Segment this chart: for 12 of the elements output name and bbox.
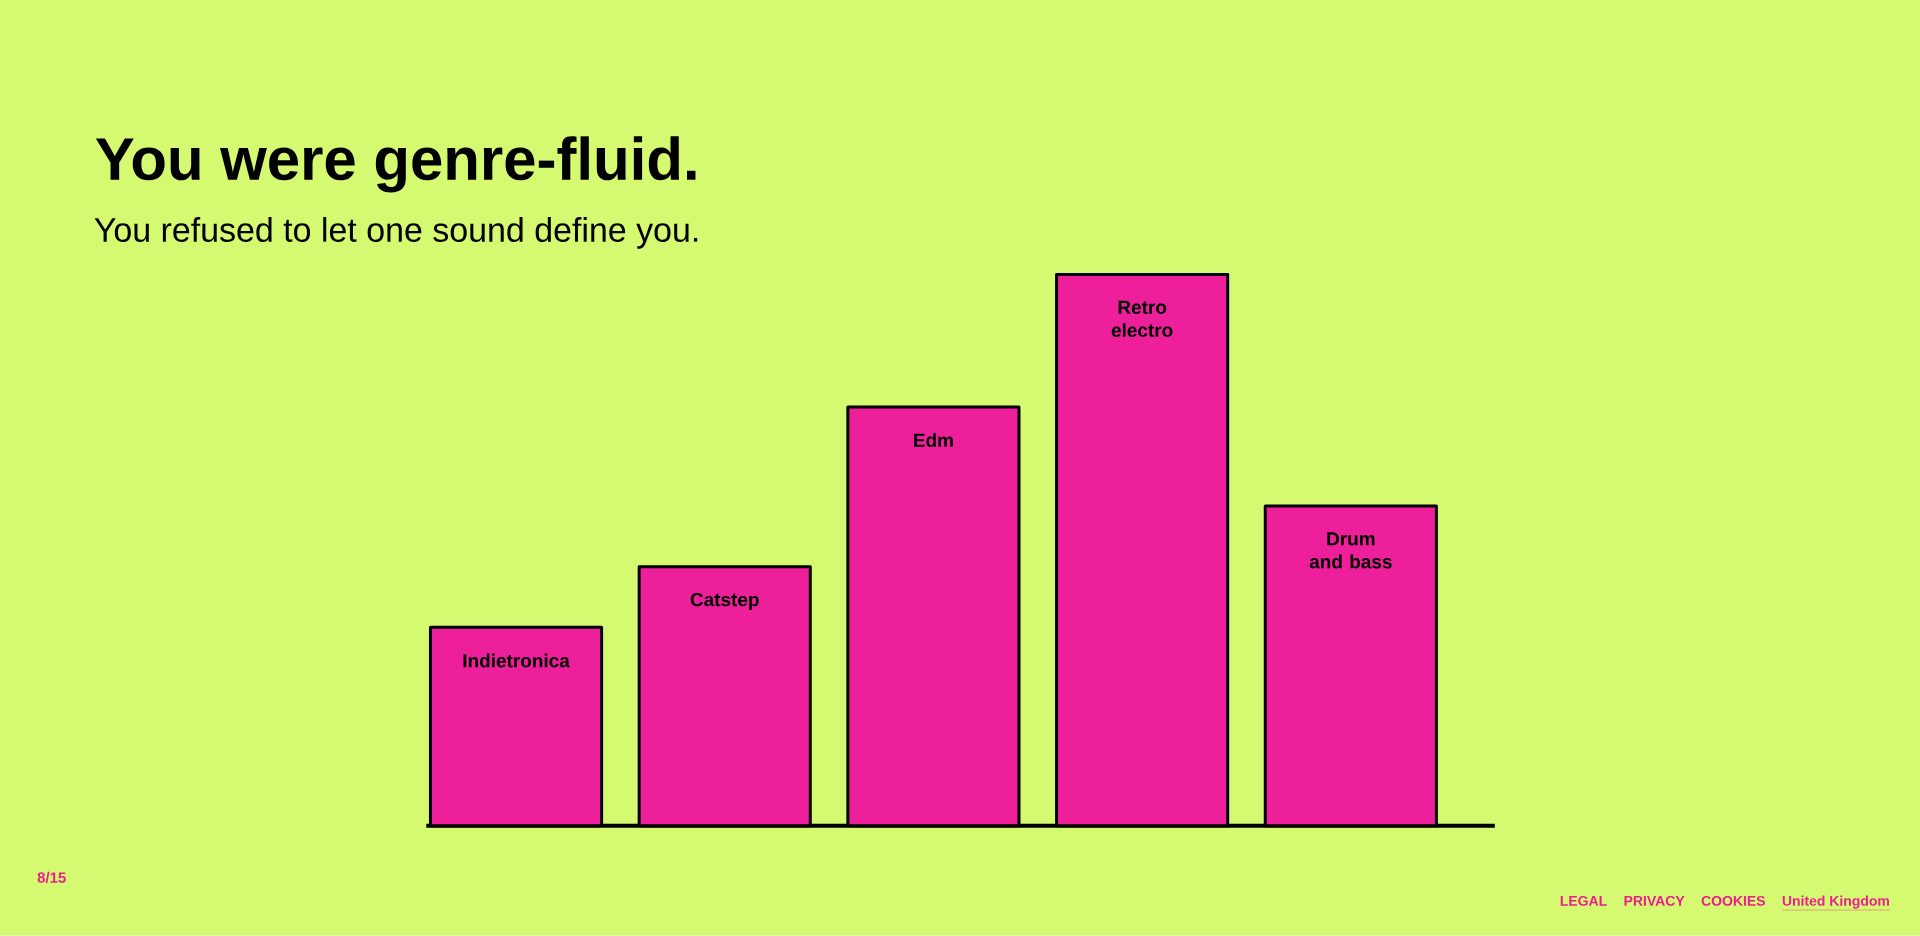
chart-subtitle: You refused to let one sound define you.: [94, 217, 698, 249]
text: COOKIES: [1701, 896, 1765, 906]
x-tick-label: Catstep: [690, 593, 759, 611]
x-tick-label: Retro electro: [1111, 300, 1173, 338]
text: 8/15: [37, 872, 66, 884]
text: LEGAL: [1560, 896, 1607, 906]
x-tick-label: Drum and bass: [1309, 532, 1392, 569]
text: PRIVACY: [1624, 896, 1685, 906]
chart-title: You were genre-fluid.: [95, 136, 696, 193]
text: United Kingdom: [1782, 895, 1889, 909]
x-tick-label: Indietronica: [463, 653, 570, 668]
x-tick-label: Edm: [914, 433, 953, 448]
